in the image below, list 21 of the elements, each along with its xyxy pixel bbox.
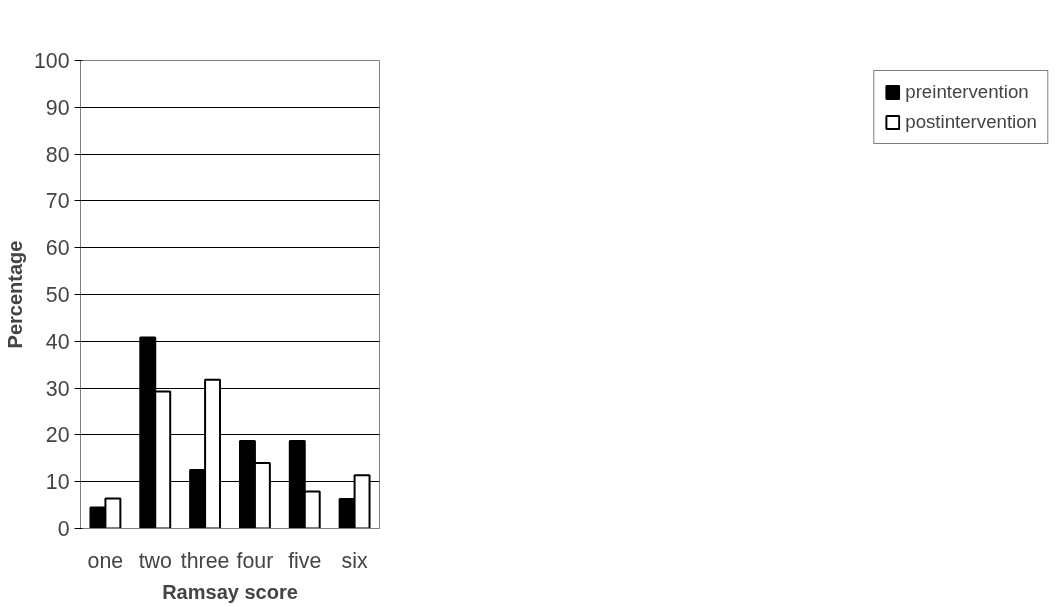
x-axis-title: Ramsay score xyxy=(162,580,298,603)
x-tick-label: one xyxy=(87,548,124,573)
y-tick-label: 70 xyxy=(45,189,70,214)
y-tick-label: 100 xyxy=(33,49,70,73)
y-tick-label: 30 xyxy=(45,376,70,401)
x-tick-label: six xyxy=(341,548,368,573)
y-tick-label: 10 xyxy=(45,470,70,495)
legend-label: postintervention xyxy=(905,111,1037,133)
x-tick-label: two xyxy=(138,548,172,573)
y-tick-label: 0 xyxy=(57,517,70,541)
y-tick-label: 60 xyxy=(45,236,70,261)
y-tick-label: 20 xyxy=(45,423,70,448)
x-tick-label: four xyxy=(236,548,274,573)
legend-label: preintervention xyxy=(905,81,1029,103)
y-tick-label: 90 xyxy=(45,95,70,120)
x-tick-label: five xyxy=(288,548,322,573)
y-axis-title: Percentage xyxy=(3,240,26,349)
y-tick-label: 50 xyxy=(45,283,70,307)
y-tick-label: 80 xyxy=(45,142,70,167)
x-tick-label: three xyxy=(180,548,230,573)
y-tick-label: 40 xyxy=(45,329,70,354)
